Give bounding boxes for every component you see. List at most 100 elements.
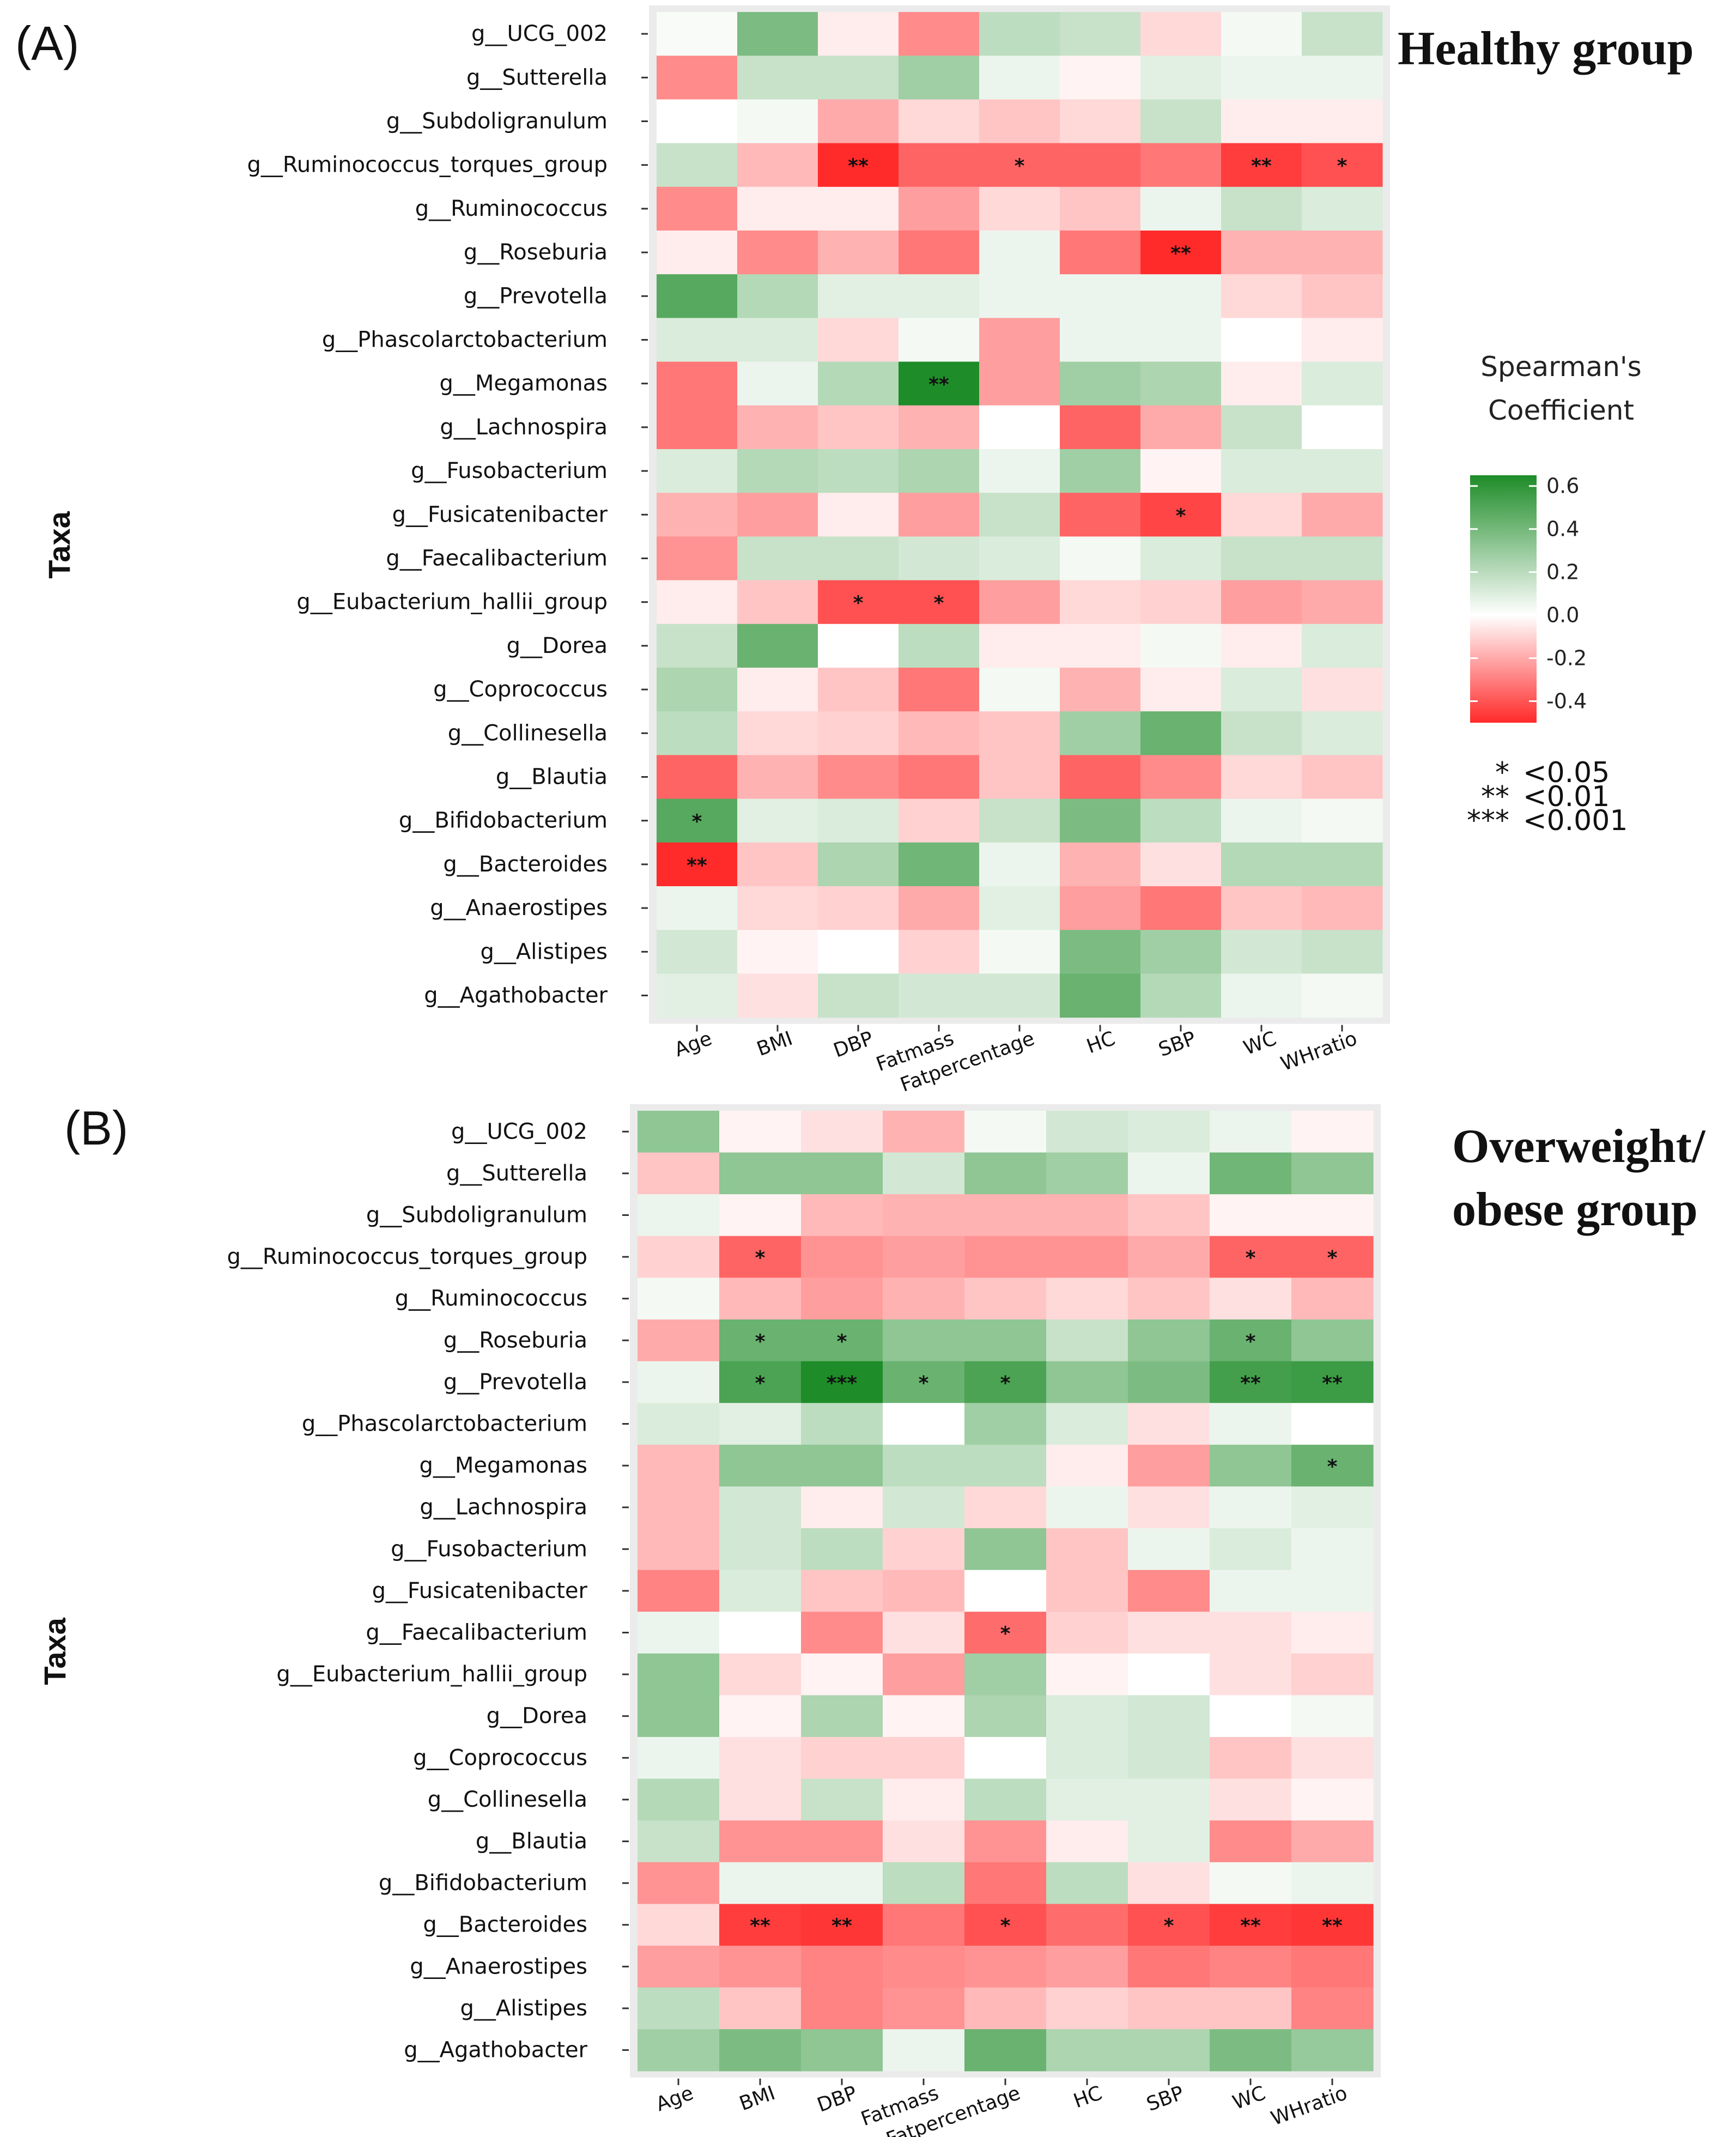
- taxa-label: g__Fusicatenibacter: [392, 502, 608, 527]
- heatmap-cell: [818, 56, 899, 100]
- heatmap-cell: [638, 1361, 720, 1403]
- significance-mark: *: [1327, 1247, 1338, 1269]
- heatmap-cell: [1128, 1862, 1210, 1904]
- heatmap-cell: [801, 1987, 883, 2030]
- heatmap-cell: [899, 143, 980, 187]
- heatmap-cell: [638, 1486, 720, 1529]
- heatmap-cell: [899, 449, 980, 493]
- heatmap-cell: [1060, 405, 1141, 450]
- heatmap-cell: [1046, 1403, 1128, 1445]
- heatmap-cell: [1046, 1862, 1128, 1904]
- heatmap-cell: [1221, 231, 1302, 275]
- heatmap-cell: [737, 668, 818, 712]
- taxa-label: g__Roseburia: [444, 1328, 587, 1353]
- heatmap-cell: [1046, 1444, 1128, 1487]
- heatmap-cell: [979, 798, 1060, 843]
- heatmap-cell: [964, 1403, 1047, 1445]
- legend-significance-stars: ***: [1467, 804, 1509, 837]
- taxa-label: g__Ruminococcus_torques_group: [247, 153, 608, 178]
- heatmap-cell: [1221, 12, 1302, 56]
- heatmap-cell: [1302, 493, 1383, 537]
- heatmap-cell: [1291, 1528, 1374, 1571]
- heatmap-cell: [1210, 1319, 1292, 1362]
- heatmap-cell: [1291, 1820, 1374, 1863]
- heatmap-cell: [1060, 99, 1141, 144]
- significance-mark: *: [1176, 505, 1186, 527]
- heatmap-cell: [1302, 186, 1383, 231]
- heatmap-cell: [737, 99, 818, 144]
- heatmap-cell: [1210, 1403, 1292, 1445]
- heatmap-cell: [1210, 1361, 1292, 1403]
- heatmap-cell: [737, 361, 818, 406]
- heatmap-cell: [883, 1778, 965, 1821]
- heatmap-cell: [1302, 449, 1383, 493]
- heatmap-cell: [964, 1444, 1047, 1487]
- heatmap-cell: [979, 711, 1060, 755]
- heatmap-cell: [979, 886, 1060, 930]
- heatmap-cell: [979, 231, 1060, 275]
- heatmap-cell: [657, 12, 738, 56]
- taxa-label: g__Bifidobacterium: [379, 1870, 587, 1896]
- heatmap-cell: [719, 1486, 802, 1529]
- heatmap-cell: [818, 798, 899, 843]
- heatmap-cell: [1060, 318, 1141, 362]
- heatmap-cell: [1291, 1904, 1374, 1946]
- legend-tick-label: 0.6: [1546, 474, 1579, 498]
- heatmap-cell: [657, 186, 738, 231]
- heatmap-cell: [818, 186, 899, 231]
- heatmap-cell: [719, 1361, 802, 1403]
- heatmap-cell: [1128, 1737, 1210, 1779]
- heatmap-cell: [638, 1653, 720, 1696]
- heatmap-cell: [638, 1444, 720, 1487]
- heatmap-cell: [719, 1820, 802, 1863]
- heatmap-cell: [1140, 186, 1222, 231]
- heatmap-cell: [964, 1486, 1047, 1529]
- heatmap-cell: [1128, 1403, 1210, 1445]
- heatmap-cell: [1128, 1695, 1210, 1738]
- taxa-label: g__Subdoligranulum: [386, 109, 608, 134]
- heatmap-cell: [1128, 1194, 1210, 1237]
- heatmap-cell: [1302, 12, 1383, 56]
- heatmap-cell: [899, 798, 980, 843]
- heatmap-cell: [638, 1862, 720, 1904]
- heatmap-cell: [657, 798, 738, 843]
- heatmap-cell: [638, 1946, 720, 1988]
- heatmap-cell: [1128, 1987, 1210, 2030]
- heatmap-cell: [737, 12, 818, 56]
- taxa-label: g__Bifidobacterium: [399, 808, 608, 833]
- significance-mark: **: [1240, 1915, 1261, 1938]
- heatmap-cell: [737, 274, 818, 318]
- significance-mark: **: [1240, 1372, 1261, 1395]
- taxa-label: g__Lachnospira: [440, 415, 608, 440]
- heatmap-cell: [979, 973, 1060, 1018]
- heatmap-cell: [1210, 1695, 1292, 1738]
- heatmap-cell: [964, 1904, 1047, 1946]
- legend-significance: * <0.05 ** <0.01 *** <0.001: [1467, 756, 1628, 837]
- heatmap-cell: [1140, 842, 1222, 887]
- heatmap-cell: [1046, 1236, 1128, 1278]
- heatmap-cell: [657, 668, 738, 712]
- heatmap-cell: [1210, 1778, 1292, 1821]
- heatmap-cell: [1140, 886, 1222, 930]
- heatmap-cell: [657, 361, 738, 406]
- heatmap-cell: [1291, 1111, 1374, 1153]
- panel-letter-a: (A): [15, 16, 79, 70]
- heatmap-cell: [964, 1194, 1047, 1237]
- heatmap-cell: [1046, 1111, 1128, 1153]
- legend-tick-label: 0.4: [1546, 517, 1579, 541]
- heatmap-cell: [737, 318, 818, 362]
- heatmap-cell: [1128, 1653, 1210, 1696]
- heatmap-cell: [979, 623, 1060, 668]
- heatmap-cell: [801, 1946, 883, 1988]
- heatmap-cell: [964, 1862, 1047, 1904]
- heatmap-cell: [1221, 798, 1302, 843]
- heatmap-cell: [883, 1570, 965, 1612]
- heatmap-cell: [1210, 1820, 1292, 1863]
- heatmap-cell: [818, 711, 899, 755]
- taxa-label: g__Sutterella: [446, 1161, 587, 1186]
- heatmap-cell: [964, 1778, 1047, 1821]
- heatmap-cell: [979, 56, 1060, 100]
- significance-mark: *: [1015, 155, 1025, 178]
- heatmap-cell: [801, 1778, 883, 1821]
- heatmap-cell: [1210, 1486, 1292, 1529]
